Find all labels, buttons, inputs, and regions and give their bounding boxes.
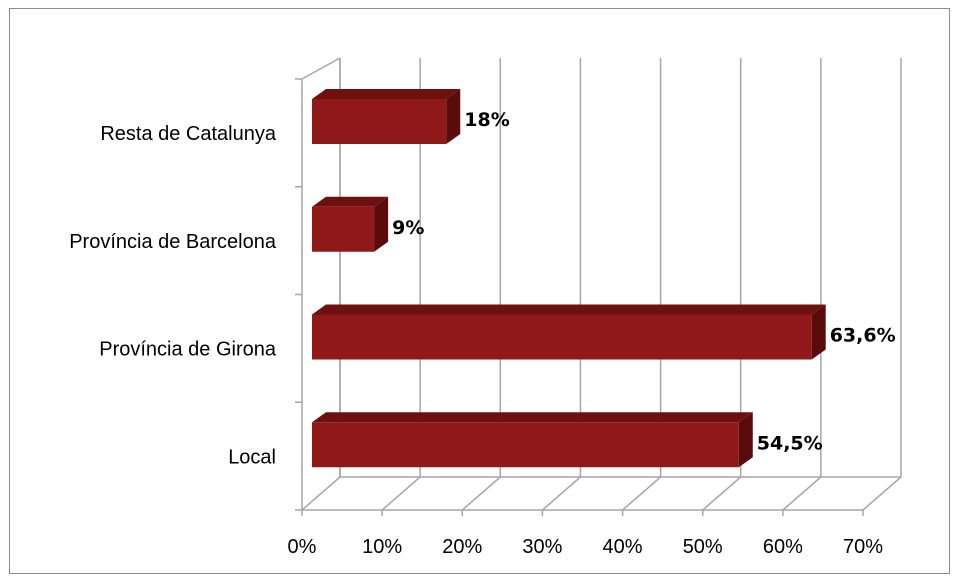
data-label: 54,5% [757, 432, 823, 454]
bar-side-face [811, 304, 826, 360]
bar [312, 314, 812, 360]
bar [312, 99, 447, 144]
category-label: Província de Barcelona [69, 231, 277, 253]
category-label: Local [228, 446, 276, 468]
x-tick-label: 40% [603, 536, 643, 558]
x-tick-label: 70% [843, 536, 883, 558]
labels: 0% 10% 20% 30% 40% 50% 60% 70% 18% Resta de Catal… [69, 109, 895, 558]
data-label: 63,6% [830, 325, 896, 347]
bars [312, 89, 826, 468]
bar-top-face [312, 89, 461, 99]
bar-side-face [374, 196, 389, 252]
bar-side-face [738, 412, 753, 468]
floor-line-40 [622, 476, 662, 511]
category-label: Província de Girona [99, 339, 277, 361]
x-tick-label: 30% [522, 536, 562, 558]
x-tick-label: 20% [442, 536, 482, 558]
x-tick-label: 10% [362, 536, 402, 558]
floor-line-50 [702, 476, 742, 511]
floor-line-30 [541, 476, 581, 511]
bar [312, 422, 739, 468]
bar [312, 206, 375, 252]
floor-line-70 [862, 476, 902, 511]
category-label: Resta de Catalunya [100, 123, 277, 145]
side-wall-top [301, 57, 341, 80]
x-tick-label: 50% [683, 536, 723, 558]
floor-line-20 [461, 476, 501, 511]
bar-side-face [446, 89, 461, 144]
floor-line-10 [381, 476, 421, 511]
x-tick-label: 0% [288, 536, 317, 558]
bar-top-face [312, 196, 389, 207]
data-label: 18% [464, 109, 509, 131]
bar-top-face [312, 304, 826, 315]
bar-top-face [312, 412, 753, 423]
data-label: 9% [392, 217, 424, 239]
chart-frame [9, 8, 950, 574]
floor-line-0 [301, 476, 341, 511]
x-tick-label: 60% [763, 536, 803, 558]
floor-line-60 [782, 476, 822, 511]
